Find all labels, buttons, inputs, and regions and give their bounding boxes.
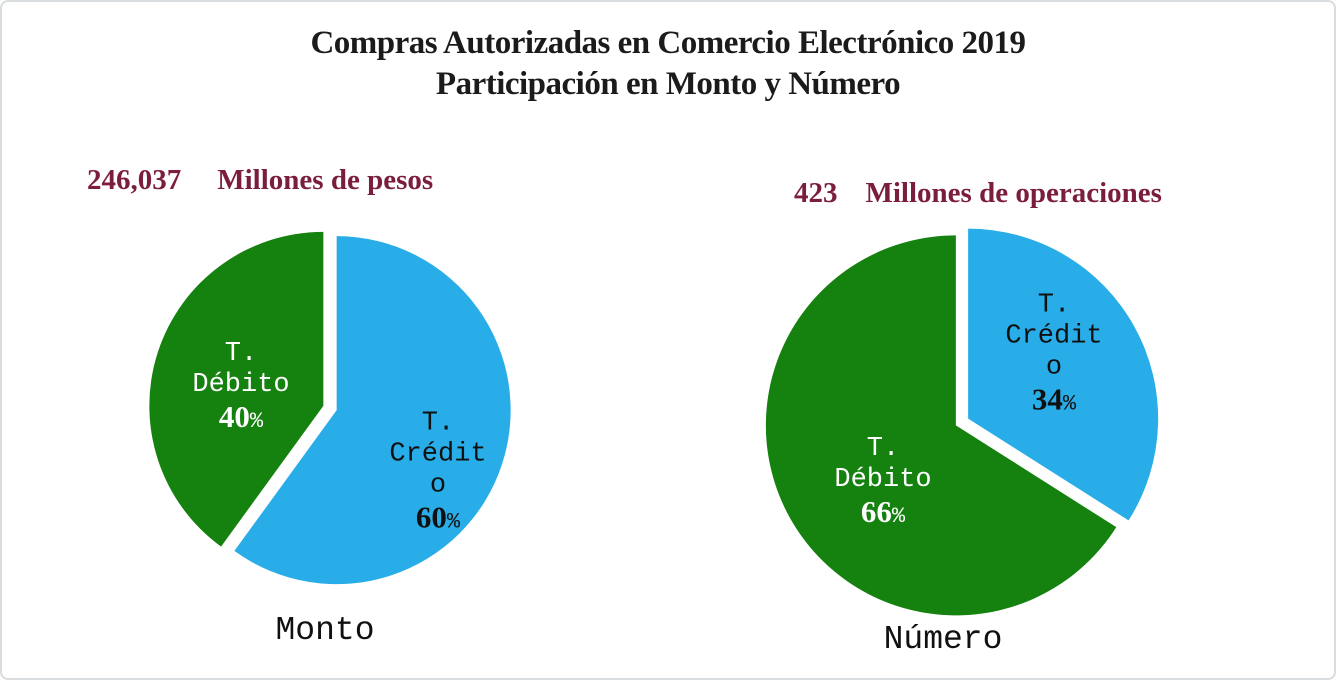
chart-title-line2: Participación en Monto y Número (435, 66, 901, 102)
monto-slice-label-credito: T. Crédit o 60% (389, 409, 486, 538)
monto-caption: Monto (275, 612, 375, 649)
slice-label-line: Débito (192, 370, 290, 400)
slice-label-line: T. (224, 339, 258, 369)
slice-label-line: T. (421, 408, 455, 439)
slice-label-line: Crédit (1005, 321, 1103, 352)
slice-percent: 40% (218, 399, 264, 434)
slice-label-line: o (1045, 352, 1063, 383)
slice-label-line: Crédit (389, 439, 487, 470)
numero-total-unit: Millones de operaciones (865, 177, 1162, 209)
chart-title-line1: Compras Autorizadas en Comercio Electrón… (310, 25, 1026, 61)
slice-percent: 60% (415, 499, 461, 535)
numero-slice-label-debito: T. Débito 66% (834, 434, 931, 532)
numero-slice-credito (968, 228, 1159, 521)
slice-percent: 66% (860, 494, 906, 529)
slice-label-line: Débito (834, 465, 932, 495)
numero-caption: Número (883, 621, 1003, 658)
slice-label-line: o (429, 470, 447, 501)
numero-annotation: 423 Millones de operaciones (794, 177, 1162, 210)
monto-slice-credito (234, 236, 511, 585)
monto-total-value: 246,037 (87, 164, 182, 196)
slice-percent: 34% (1031, 381, 1077, 417)
monto-slice-debito (149, 231, 324, 547)
slice-label-line: T. (1037, 290, 1071, 321)
numero-total-value: 423 (794, 177, 838, 209)
monto-annotation: 246,037 Millones de pesos (87, 164, 433, 197)
monto-slice-label-debito: T. Débito 40% (192, 339, 289, 437)
chart-title: Compras Autorizadas en Comercio Electrón… (2, 23, 1334, 105)
numero-slice-debito (765, 235, 1117, 616)
slice-label-line: T. (866, 434, 900, 464)
numero-slice-label-credito: T. Crédit o 34% (1005, 291, 1102, 420)
monto-total-unit: Millones de pesos (217, 164, 434, 196)
